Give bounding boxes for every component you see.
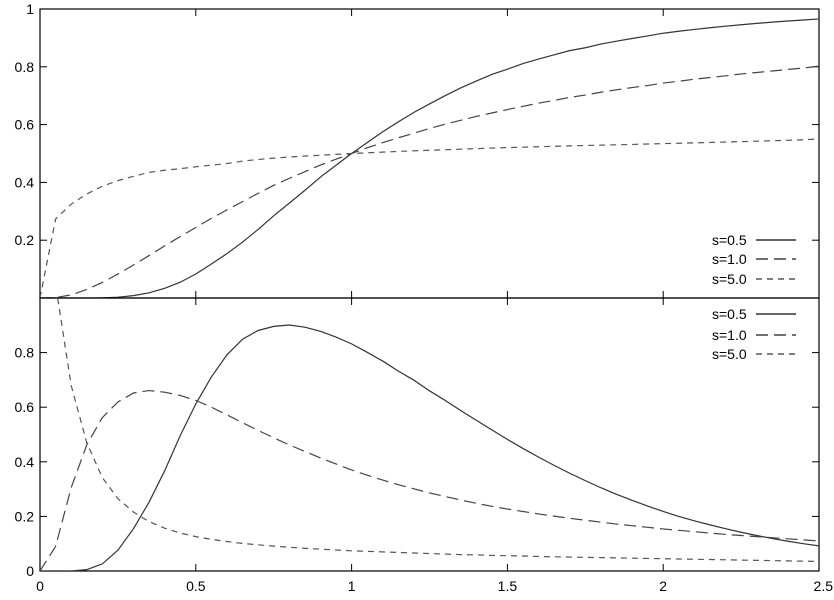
series-line-s=1.0 — [40, 389, 819, 571]
y-tick-label: 0.6 — [15, 399, 35, 415]
x-tick-label: 0 — [36, 578, 44, 594]
x-tick-label: 0.5 — [186, 578, 206, 594]
y-tick-label: 0.8 — [15, 59, 35, 75]
series-line-s=0.5 — [40, 18, 819, 298]
legend-label: s=0.5 — [712, 232, 747, 248]
series-line-s=5.0 — [57, 298, 819, 563]
legend-label: s=0.5 — [712, 306, 747, 322]
plot-frame — [39, 297, 820, 572]
legend-label: s=1.0 — [712, 251, 747, 267]
pdf-panel: 0 0.2 0.4 0.6 0.8 0 0.5 1 1.5 2 2.5 s=0.5 s=1.0 s=5.0 — [15, 297, 834, 594]
series-line-s=0.5 — [40, 324, 819, 571]
series-line-s=5.0 — [40, 138, 819, 298]
series-line-s=1.0 — [40, 65, 819, 298]
y-tick-label: 0.4 — [15, 454, 35, 470]
y-tick-label: 0.2 — [15, 508, 35, 524]
plot-frame — [39, 8, 820, 299]
x-tick-label: 1 — [348, 578, 356, 594]
y-tick-label: 0 — [26, 563, 34, 579]
legend-label: s=5.0 — [712, 346, 747, 362]
y-tick-label: 0.2 — [15, 232, 35, 248]
legend-label: s=5.0 — [712, 271, 747, 287]
y-tick-label: 0.8 — [15, 345, 35, 361]
cdf-panel: 0.2 0.4 0.6 0.8 1 s=0.5 s=1.0 s=5.0 — [15, 1, 820, 299]
x-tick-label: 2.5 — [814, 578, 834, 594]
y-tick-label: 0.4 — [15, 174, 35, 190]
legend-label: s=1.0 — [712, 327, 747, 343]
y-tick-label: 1 — [26, 1, 34, 17]
x-tick-label: 1.5 — [498, 578, 518, 594]
x-tick-label: 2 — [659, 578, 667, 594]
y-tick-label: 0.6 — [15, 117, 35, 133]
